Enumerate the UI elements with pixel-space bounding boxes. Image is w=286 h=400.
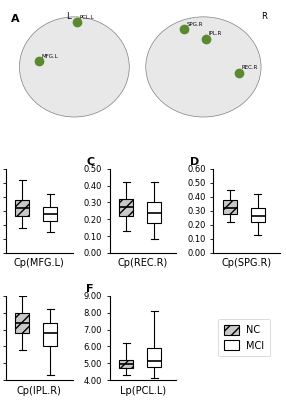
PathPatch shape bbox=[119, 360, 133, 368]
Text: IPL.R: IPL.R bbox=[209, 31, 222, 36]
X-axis label: Lp(PCL.L): Lp(PCL.L) bbox=[120, 386, 166, 396]
PathPatch shape bbox=[223, 200, 237, 214]
X-axis label: Cp(MFG.L): Cp(MFG.L) bbox=[14, 258, 65, 268]
Text: C: C bbox=[86, 157, 94, 167]
Text: D: D bbox=[190, 157, 199, 167]
PathPatch shape bbox=[15, 200, 29, 216]
PathPatch shape bbox=[43, 207, 57, 221]
PathPatch shape bbox=[15, 313, 29, 333]
Text: MFG.L: MFG.L bbox=[41, 54, 58, 59]
Text: PCL.L: PCL.L bbox=[80, 15, 95, 20]
Text: REC.R: REC.R bbox=[242, 66, 258, 70]
Text: R: R bbox=[261, 12, 267, 20]
Text: F: F bbox=[86, 284, 94, 294]
Ellipse shape bbox=[146, 17, 261, 117]
PathPatch shape bbox=[251, 208, 265, 222]
PathPatch shape bbox=[43, 323, 57, 346]
PathPatch shape bbox=[147, 202, 161, 223]
Text: L: L bbox=[66, 12, 71, 20]
Ellipse shape bbox=[19, 17, 129, 117]
PathPatch shape bbox=[147, 348, 161, 366]
Text: A: A bbox=[11, 14, 20, 24]
X-axis label: Cp(REC.R): Cp(REC.R) bbox=[118, 258, 168, 268]
Legend: NC, MCI: NC, MCI bbox=[218, 319, 270, 356]
X-axis label: Cp(IPL.R): Cp(IPL.R) bbox=[17, 386, 62, 396]
Text: SPG.R: SPG.R bbox=[187, 22, 203, 27]
PathPatch shape bbox=[119, 199, 133, 216]
X-axis label: Cp(SPG.R): Cp(SPG.R) bbox=[222, 258, 272, 268]
